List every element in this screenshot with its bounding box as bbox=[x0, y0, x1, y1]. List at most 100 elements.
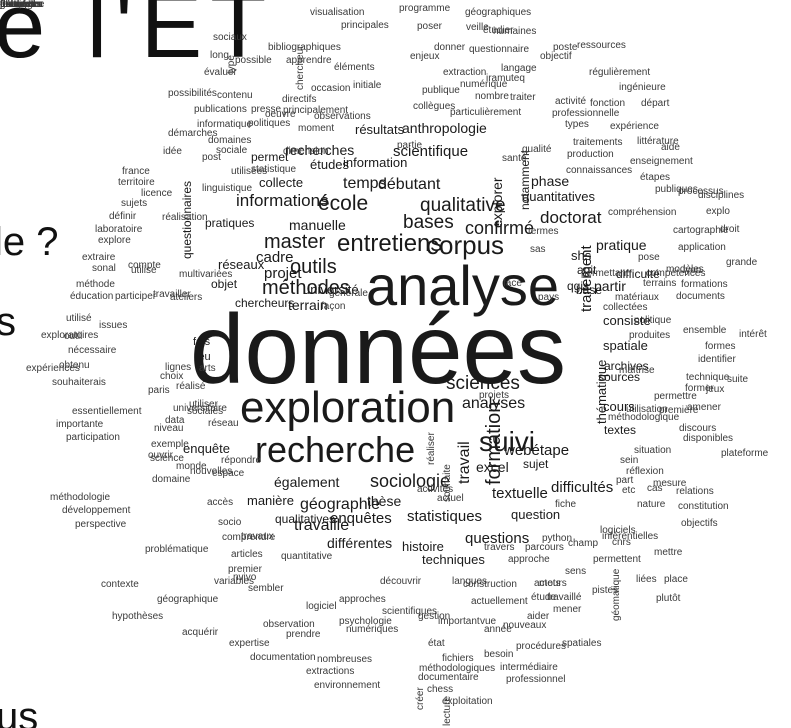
word-cloud-word: terrain bbox=[288, 297, 328, 313]
word-cloud-word: ateliers bbox=[170, 292, 203, 303]
word-cloud-word: qgis bbox=[567, 279, 590, 293]
word-cloud-word: the bbox=[0, 0, 14, 10]
word-cloud-word: créer bbox=[415, 687, 426, 710]
word-cloud-word: activités bbox=[417, 484, 454, 495]
word-cloud-word: domaine bbox=[152, 474, 191, 485]
word-cloud-word: exploratoires bbox=[41, 330, 99, 341]
word-cloud-word: état bbox=[428, 638, 445, 649]
word-cloud-word: jeux bbox=[706, 384, 725, 395]
word-cloud-word: sujet bbox=[523, 457, 549, 471]
word-cloud-word: explorer bbox=[489, 177, 505, 228]
word-cloud-word: données bbox=[190, 294, 567, 404]
word-cloud-word: types bbox=[565, 119, 589, 130]
word-cloud-word: cadre bbox=[256, 249, 294, 266]
word-cloud-word: générale bbox=[329, 288, 368, 299]
word-cloud-word: r bbox=[0, 0, 4, 10]
word-cloud-word: occasion bbox=[311, 83, 351, 94]
word-cloud-word: actuellement bbox=[471, 596, 528, 607]
word-cloud-word: géomatique bbox=[611, 568, 622, 621]
word-cloud-word: travail bbox=[456, 441, 473, 484]
word-cloud-word: etc bbox=[622, 485, 636, 496]
word-cloud-word: connaissances bbox=[566, 165, 633, 176]
word-cloud-word: pistes bbox=[592, 585, 619, 596]
word-cloud-word: santé bbox=[502, 153, 527, 164]
word-cloud-word: sas bbox=[530, 244, 546, 255]
word-cloud-word: master bbox=[264, 231, 326, 253]
word-cloud-word: expériences bbox=[26, 363, 80, 374]
word-cloud-word: thèse bbox=[367, 493, 402, 509]
word-cloud-word: dimension bbox=[283, 146, 329, 157]
word-cloud-word: réalisation bbox=[162, 212, 208, 223]
word-cloud-word: perspective bbox=[75, 519, 127, 530]
word-cloud-word: science bbox=[150, 453, 184, 464]
word-cloud-word: presse bbox=[251, 104, 282, 115]
word-cloud-word: traiter bbox=[510, 92, 536, 103]
word-cloud-word: éléments bbox=[334, 62, 375, 73]
word-cloud-word: pose bbox=[638, 252, 660, 263]
word-cloud-word: différentes bbox=[327, 535, 393, 551]
word-cloud-word: construction bbox=[463, 579, 517, 590]
word-cloud-word: chercheurs bbox=[235, 296, 295, 310]
word-cloud-word: statistique bbox=[251, 164, 297, 175]
word-cloud-word: nécessaire bbox=[68, 345, 117, 356]
word-cloud-word: sociologie bbox=[370, 471, 451, 491]
word-cloud-word: contexte bbox=[101, 579, 139, 590]
word-cloud-word: découvrir bbox=[380, 576, 422, 587]
word-cloud-word: processus bbox=[678, 186, 724, 197]
word-cloud-word: travaillé bbox=[547, 592, 582, 603]
word-cloud-word: part bbox=[616, 475, 634, 486]
word-cloud-word: logiciels bbox=[600, 525, 636, 536]
word-cloud-word: arts bbox=[199, 363, 216, 374]
word-cloud-word: questions bbox=[465, 530, 530, 547]
word-cloud-word: particulier bbox=[0, 0, 44, 10]
word-cloud-word: juridiques bbox=[0, 0, 43, 10]
word-cloud-word: méthodologique bbox=[608, 412, 680, 423]
word-cloud-word: documents bbox=[676, 291, 725, 302]
word-cloud-word: important bbox=[438, 616, 480, 627]
word-cloud-word: travaille bbox=[294, 517, 350, 534]
word-cloud-word: enquêtes bbox=[330, 510, 392, 527]
word-cloud-word: principales bbox=[341, 20, 389, 31]
word-cloud-word: doctorat bbox=[540, 208, 602, 227]
word-cloud-word: confirmé bbox=[465, 218, 535, 238]
word-cloud-word: mesure bbox=[653, 478, 687, 489]
word-cloud-word: souhaite bbox=[442, 464, 453, 502]
word-cloud-word: utiliser bbox=[189, 399, 218, 410]
word-cloud-word: particulièrement bbox=[450, 107, 522, 118]
word-cloud-word: méthodologiques bbox=[419, 663, 496, 674]
word-cloud-word: agit bbox=[577, 263, 597, 277]
word-cloud-word: participation bbox=[66, 432, 120, 443]
word-cloud-word: exemple bbox=[151, 439, 189, 450]
word-cloud-word: aider bbox=[527, 611, 550, 622]
word-cloud-word: question bbox=[511, 507, 561, 522]
word-cloud-word: sciences bbox=[446, 373, 520, 394]
word-cloud-word: utilisé bbox=[66, 313, 92, 324]
word-cloud-word: participer bbox=[115, 291, 157, 302]
word-cloud-word: socio bbox=[218, 517, 242, 528]
word-cloud-word: étudier bbox=[483, 25, 514, 36]
word-cloud-word: cartographie bbox=[673, 225, 729, 236]
word-cloud-word: nature bbox=[637, 499, 666, 510]
word-cloud-word: donner bbox=[434, 42, 466, 53]
word-cloud-word: obtenu bbox=[59, 360, 90, 371]
word-cloud-word: terrains bbox=[643, 278, 677, 289]
word-cloud-word: visualisation bbox=[310, 7, 365, 18]
word-cloud-word: termes bbox=[528, 226, 559, 237]
word-cloud-word: projet bbox=[264, 265, 302, 282]
word-cloud-word: publique bbox=[422, 85, 460, 96]
word-cloud-word: approches bbox=[339, 594, 386, 605]
word-cloud-word: relations bbox=[676, 486, 714, 497]
word-cloud-word: outils bbox=[290, 256, 337, 278]
word-cloud-word: questionnaire bbox=[469, 44, 530, 55]
word-cloud-word: université bbox=[303, 282, 359, 297]
word-cloud-word: directifs bbox=[282, 94, 317, 105]
word-cloud-word: scientifique bbox=[393, 143, 469, 160]
word-cloud-word: monde bbox=[176, 461, 207, 472]
word-cloud-word: études bbox=[310, 157, 350, 172]
word-cloud-word: prendre bbox=[286, 629, 321, 640]
word-cloud-word: veille bbox=[466, 22, 489, 33]
word-cloud-word: recherches bbox=[285, 142, 355, 158]
word-cloud-word: temps bbox=[343, 175, 387, 192]
word-cloud-word: forme bbox=[0, 0, 26, 10]
